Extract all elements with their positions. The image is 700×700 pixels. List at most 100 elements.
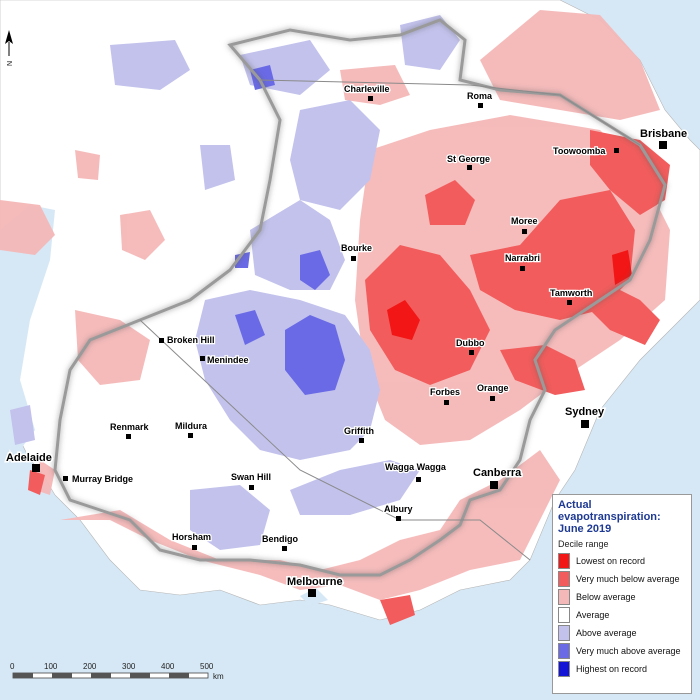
legend-subtitle: Decile range — [558, 539, 609, 549]
scale-tick-label: 100 — [44, 662, 58, 671]
legend-label: Below average — [576, 592, 636, 602]
city-label: Melbourne — [287, 576, 343, 588]
scale-unit: km — [213, 672, 224, 681]
marker-broken-hill — [159, 338, 164, 343]
marker-tamworth — [567, 300, 572, 305]
town-label: Mildura — [175, 421, 208, 431]
legend-swatch — [558, 571, 570, 587]
legend-label: Very much below average — [576, 574, 680, 584]
legend-swatch — [558, 625, 570, 641]
town-label: Bourke — [341, 243, 372, 253]
legend-label: Highest on record — [576, 664, 648, 674]
scale-tick-label: 500 — [200, 662, 214, 671]
state-border-nsw-qld — [259, 79, 641, 146]
marker-forbes — [444, 400, 449, 405]
marker-dubbo — [469, 350, 474, 355]
marker-horsham — [192, 545, 197, 550]
legend-swatch — [558, 607, 570, 623]
town-label: Bendigo — [262, 534, 298, 544]
north-arrow-icon — [5, 30, 13, 44]
town-label: Albury — [384, 504, 413, 514]
town-label: Charleville — [344, 84, 390, 94]
marker-roma — [478, 103, 483, 108]
legend-row: Below average — [558, 588, 686, 606]
legend-label: Very much above average — [576, 646, 681, 656]
town-label: Horsham — [172, 532, 211, 542]
basin-boundary — [53, 18, 667, 577]
legend-swatch — [558, 643, 570, 659]
legend-rows: Lowest on record Very much below average… — [558, 552, 686, 678]
legend-swatch — [558, 589, 570, 605]
marker-canberra — [490, 481, 498, 489]
town-label: Toowoomba — [553, 146, 606, 156]
city-label: Sydney — [565, 406, 605, 418]
city-label: Adelaide — [6, 452, 52, 464]
legend-row: Lowest on record — [558, 552, 686, 570]
marker-bourke — [351, 256, 356, 261]
north-arrow: N — [5, 30, 14, 66]
legend-row: Very much above average — [558, 642, 686, 660]
legend-row: Average — [558, 606, 686, 624]
town-label: Murray Bridge — [72, 474, 133, 484]
marker-menindee — [200, 356, 205, 361]
legend: Actual evapotranspiration: June 2019 Dec… — [552, 494, 692, 694]
gulf — [0, 205, 55, 450]
marker-brisbane — [659, 141, 667, 149]
city-labels: Brisbane Sydney Canberra Melbourne Adela… — [5, 127, 689, 590]
town-label: Griffith — [344, 426, 374, 436]
town-label: Wagga Wagga — [385, 462, 447, 472]
town-markers — [63, 96, 619, 551]
legend-swatch — [558, 553, 570, 569]
marker-adelaide — [32, 464, 40, 472]
legend-swatch — [558, 661, 570, 677]
legend-row: Above average — [558, 624, 686, 642]
scale-bar: 0 100 200 300 400 500 km — [10, 662, 224, 681]
marker-sydney — [581, 420, 589, 428]
scale-tick-label: 300 — [122, 662, 136, 671]
town-labels: Charleville Roma St George Toowoomba Mor… — [71, 83, 608, 546]
legend-row: Very much below average — [558, 570, 686, 588]
city-markers — [32, 141, 667, 597]
town-label: Menindee — [207, 355, 249, 365]
town-label: Swan Hill — [231, 472, 271, 482]
city-label: Brisbane — [640, 128, 687, 140]
marker-narrabri — [520, 266, 525, 271]
legend-label: Lowest on record — [576, 556, 646, 566]
scale-tick-label: 400 — [161, 662, 175, 671]
marker-toowoomba — [614, 148, 619, 153]
very-much-below-average-areas — [28, 130, 670, 625]
legend-label: Above average — [576, 628, 637, 638]
marker-renmark — [126, 434, 131, 439]
marker-melbourne — [308, 589, 316, 597]
marker-albury — [396, 516, 401, 521]
marker-charleville — [368, 96, 373, 101]
scale-tick-label: 200 — [83, 662, 97, 671]
scale-tick-label: 0 — [10, 662, 15, 671]
town-label: Moree — [511, 216, 538, 226]
marker-wagga-wagga — [416, 477, 421, 482]
marker-moree — [522, 229, 527, 234]
town-label: Broken Hill — [167, 335, 215, 345]
town-label: Roma — [467, 91, 493, 101]
marker-orange — [490, 396, 495, 401]
marker-murray-bridge — [63, 476, 68, 481]
marker-bendigo — [282, 546, 287, 551]
town-label: Forbes — [430, 387, 460, 397]
marker-mildura — [188, 433, 193, 438]
north-label: N — [7, 61, 14, 66]
town-label: St George — [447, 154, 490, 164]
legend-title-line2: evapotranspiration: — [558, 511, 661, 523]
town-label: Dubbo — [456, 338, 485, 348]
town-label: Tamworth — [550, 288, 592, 298]
marker-griffith — [359, 438, 364, 443]
lowest-on-record-areas — [387, 250, 632, 340]
city-label: Canberra — [473, 467, 522, 479]
legend-title-line1: Actual — [558, 499, 592, 511]
town-label: Renmark — [110, 422, 150, 432]
marker-st-george — [467, 165, 472, 170]
marker-swan-hill — [249, 485, 254, 490]
legend-title-line3: June 2019 — [558, 523, 612, 535]
town-label: Narrabri — [505, 253, 540, 263]
town-label: Orange — [477, 383, 509, 393]
